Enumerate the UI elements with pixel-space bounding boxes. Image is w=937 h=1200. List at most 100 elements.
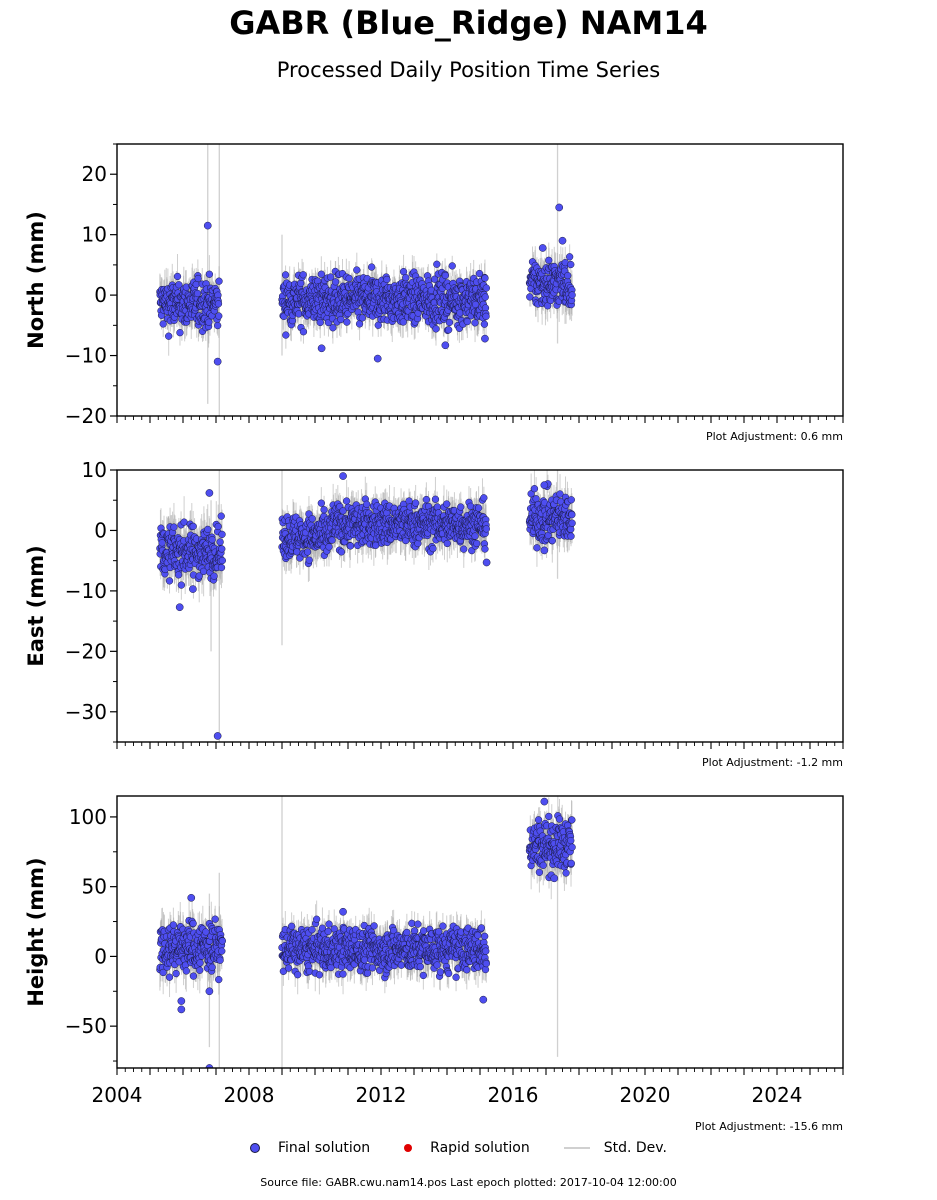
data-point [208, 536, 216, 544]
data-point [159, 320, 167, 328]
chart-title: GABR (Blue_Ridge) NAM14 [229, 4, 708, 42]
data-point [218, 545, 226, 553]
data-point [210, 572, 218, 580]
data-point [177, 581, 186, 589]
data-point [567, 260, 575, 269]
y-tick-label: −30 [65, 700, 107, 724]
outlier-point [175, 603, 184, 612]
data-point [299, 271, 307, 279]
data-point [305, 556, 313, 564]
data-point [566, 253, 574, 261]
y-tick-label: −20 [65, 639, 107, 663]
data-point [189, 522, 197, 531]
data-point [193, 289, 202, 298]
data-point [473, 539, 481, 548]
data-point [216, 538, 224, 546]
chart-subtitle: Processed Daily Position Time Series [276, 58, 661, 82]
plot-adjustment-note: Plot Adjustment: -1.2 mm [702, 756, 843, 769]
data-point [482, 525, 490, 533]
outlier-point [339, 472, 347, 480]
data-points [156, 203, 576, 366]
outlier-point [540, 481, 549, 489]
outlier-point [441, 341, 450, 350]
data-point [480, 320, 489, 328]
y-tick-label: 0 [94, 518, 107, 542]
data-point [533, 544, 541, 552]
data-point [480, 494, 488, 502]
data-point [218, 530, 226, 539]
data-point [383, 275, 391, 284]
data-point [399, 318, 407, 326]
data-point [568, 511, 576, 519]
data-point [567, 525, 575, 533]
data-point [481, 274, 489, 282]
y-tick-label: −20 [65, 404, 107, 428]
data-point [217, 512, 225, 520]
data-point [174, 571, 183, 579]
data-point [482, 284, 490, 292]
data-point [281, 271, 290, 279]
data-point [432, 325, 440, 333]
data-point [567, 496, 575, 504]
data-point [158, 539, 166, 547]
data-point [443, 500, 451, 508]
data-point [180, 518, 188, 526]
data-point [299, 328, 308, 336]
data-point [327, 273, 335, 281]
data-point [463, 317, 472, 326]
data-point [205, 318, 213, 326]
data-point [329, 324, 337, 332]
data-point [353, 266, 361, 274]
data-point [339, 507, 347, 515]
data-point [526, 293, 534, 301]
data-point [430, 275, 439, 283]
data-point [337, 548, 346, 556]
data-point [165, 577, 174, 585]
data-point [556, 490, 564, 498]
data-point [331, 278, 340, 286]
data-point [317, 499, 325, 507]
outlier-point [213, 732, 222, 740]
y-tick-label: 20 [82, 162, 107, 186]
data-point [429, 544, 437, 553]
data-point [337, 315, 345, 324]
y-tick-label: 10 [82, 458, 107, 482]
data-point [568, 291, 576, 299]
outlier-point [555, 203, 564, 212]
data-point [195, 572, 203, 580]
data-point [443, 539, 451, 548]
outlier-point [540, 546, 549, 555]
data-point [471, 532, 479, 540]
data-point [460, 545, 468, 553]
data-point [474, 504, 483, 512]
data-point [217, 563, 226, 572]
data-point [218, 556, 226, 565]
data-point [345, 274, 353, 282]
outlier-point [213, 357, 222, 366]
data-point [368, 263, 376, 271]
outlier-point [189, 585, 197, 593]
outlier-point [482, 558, 491, 567]
data-point [325, 543, 333, 551]
data-point [342, 497, 351, 505]
data-point [481, 293, 489, 301]
data-point [567, 532, 575, 540]
data-point [303, 548, 312, 556]
data-point [214, 300, 223, 308]
data-point [215, 277, 223, 285]
y-tick-label: 10 [82, 223, 107, 247]
outlier-point [205, 489, 214, 497]
data-point [433, 260, 441, 268]
data-point [170, 523, 178, 531]
panel-north: 20 10 0 −10 −20 North (mm) Plot Adjustment: 0.… [24, 143, 844, 443]
data-point [481, 545, 489, 553]
data-point [204, 525, 212, 534]
data-point [445, 318, 454, 327]
data-point [457, 503, 465, 511]
data-point [317, 270, 325, 278]
data-point [441, 271, 450, 280]
data-point [471, 319, 479, 327]
y-axis-label: North (mm) [24, 211, 48, 349]
